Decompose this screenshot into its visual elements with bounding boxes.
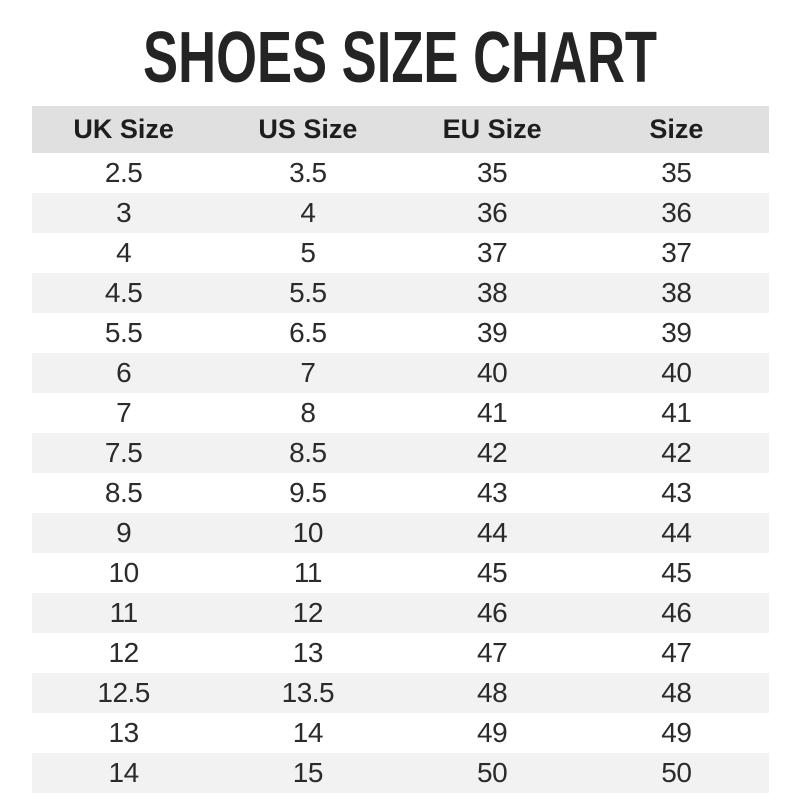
table-row: 7 8 41 41 xyxy=(32,393,769,433)
table-cell: 14 xyxy=(108,757,140,788)
table-cell: 9 xyxy=(116,517,132,548)
table-row: 2.5 3.5 35 35 xyxy=(32,153,769,193)
table-cell: 14 xyxy=(292,717,324,748)
table-row: 4 5 37 37 xyxy=(32,233,769,273)
table-cell: 44 xyxy=(477,517,508,548)
table-row: 11 12 46 46 xyxy=(31,593,769,633)
page-title: SHOES SIZE CHART xyxy=(143,18,657,98)
table-cell: 12 xyxy=(292,597,324,628)
table-cell: 49 xyxy=(477,717,508,748)
table-row: 12 13 47 47 xyxy=(32,633,769,673)
table-cell: 5.5 xyxy=(104,317,143,348)
table-cell: 4.5 xyxy=(104,277,143,308)
table-cell: 50 xyxy=(661,757,692,788)
table-cell: 39 xyxy=(661,317,692,348)
table-cell: 7 xyxy=(300,357,316,388)
table-cell: 7.5 xyxy=(104,437,143,468)
table-row: 4.5 5.5 38 38 xyxy=(31,273,769,313)
table-cell: 12.5 xyxy=(97,677,150,708)
table-cell: 36 xyxy=(477,197,508,228)
table-row: 13 14 49 49 xyxy=(32,713,769,753)
table-cell: 42 xyxy=(661,437,692,468)
table-cell: 3 xyxy=(116,197,132,228)
table-cell: 40 xyxy=(477,357,508,388)
table-row: 10 11 45 45 xyxy=(32,553,769,593)
table-cell: 8.5 xyxy=(104,477,143,508)
table-cell: 12 xyxy=(108,637,140,668)
table-cell: 35 xyxy=(661,157,692,188)
table-row: 7.5 8.5 42 42 xyxy=(31,433,769,473)
header-eu-size: EU Size xyxy=(400,106,585,153)
header-row: UK Size US Size EU Size Size xyxy=(31,106,769,153)
table-cell: 43 xyxy=(661,477,692,508)
table-row: 12.5 13.5 48 48 xyxy=(31,673,769,713)
header-uk-size: UK Size xyxy=(31,106,216,153)
table-cell: 13 xyxy=(108,717,140,748)
table-cell: 45 xyxy=(661,557,692,588)
table-row: 3 4 36 36 xyxy=(31,193,769,233)
table-cell: 42 xyxy=(477,437,508,468)
table-cell: 9.5 xyxy=(289,477,327,508)
table-cell: 13.5 xyxy=(281,677,335,708)
table-cell: 38 xyxy=(477,277,508,308)
table-cell: 44 xyxy=(661,517,692,548)
table-cell: 41 xyxy=(661,397,692,428)
table-cell: 11 xyxy=(109,597,139,628)
table-cell: 46 xyxy=(477,597,508,628)
table-row: 14 15 50 50 xyxy=(31,753,769,793)
table-cell: 43 xyxy=(477,477,508,508)
table-cell: 15 xyxy=(292,757,324,788)
table-cell: 5.5 xyxy=(289,277,327,308)
table-row: 8.5 9.5 43 43 xyxy=(32,473,769,513)
table-row: 5.5 6.5 39 39 xyxy=(32,313,769,353)
table-cell: 46 xyxy=(661,597,692,628)
table-cell: 2.5 xyxy=(104,157,143,188)
size-chart-table: UK Size US Size EU Size Size 2.5 3.5 35 35 3… xyxy=(31,106,769,793)
header-size: Size xyxy=(584,106,769,153)
table-cell: 49 xyxy=(661,717,692,748)
table-cell: 37 xyxy=(477,237,508,268)
table-cell: 40 xyxy=(661,357,692,388)
table-cell: 48 xyxy=(661,677,692,708)
table-cell: 6.5 xyxy=(289,317,327,348)
table-cell: 4 xyxy=(116,237,132,268)
table-cell: 47 xyxy=(477,637,508,668)
table-cell: 5 xyxy=(300,237,316,268)
table-cell: 50 xyxy=(477,757,508,788)
table-cell: 36 xyxy=(661,197,692,228)
title-container: SHOES SIZE CHART xyxy=(0,14,800,102)
table-cell: 3.5 xyxy=(289,157,327,188)
table-header: UK Size US Size EU Size Size xyxy=(31,106,769,153)
table-cell: 6 xyxy=(116,357,132,388)
table-cell: 11 xyxy=(293,557,323,588)
table-cell: 48 xyxy=(477,677,508,708)
header-us-size: US Size xyxy=(215,106,400,153)
table-cell: 8 xyxy=(300,397,316,428)
table-cell: 8.5 xyxy=(289,437,327,468)
table-cell: 7 xyxy=(116,397,132,428)
table-cell: 35 xyxy=(477,157,508,188)
table-cell: 47 xyxy=(661,637,692,668)
size-table-body: 2.5 3.5 35 35 3 4 36 36 4 5 37 37 4.5 5.5 38 38 5.5 6.5 39… xyxy=(31,153,769,793)
table-cell: 37 xyxy=(661,237,692,268)
table-cell: 10 xyxy=(108,557,140,588)
table-cell: 4 xyxy=(300,197,316,228)
table-row: 9 10 44 44 xyxy=(31,513,769,553)
table-cell: 10 xyxy=(292,517,324,548)
table-row: 6 7 40 40 xyxy=(31,353,769,393)
table-cell: 39 xyxy=(477,317,508,348)
table-cell: 45 xyxy=(477,557,508,588)
table-cell: 13 xyxy=(292,637,324,668)
table-cell: 38 xyxy=(661,277,692,308)
table-cell: 41 xyxy=(477,397,508,428)
